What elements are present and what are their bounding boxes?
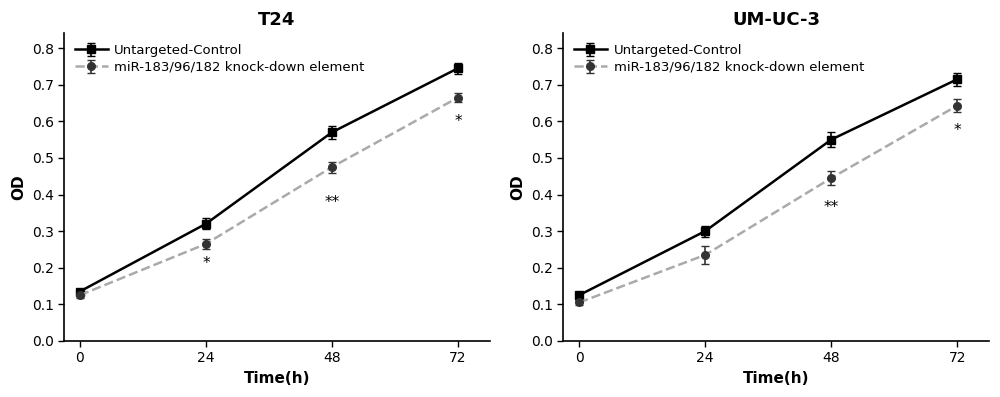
X-axis label: Time(h): Time(h) [244,371,310,386]
X-axis label: Time(h): Time(h) [743,371,809,386]
Y-axis label: OD: OD [510,174,525,200]
Text: **: ** [824,200,839,215]
Text: *: * [454,114,462,129]
Text: **: ** [324,195,340,210]
Text: *: * [954,123,961,138]
Title: UM-UC-3: UM-UC-3 [732,11,820,29]
Legend: Untargeted-Control, miR-183/96/182 knock-down element: Untargeted-Control, miR-183/96/182 knock… [570,40,868,78]
Text: *: * [202,256,210,271]
Y-axis label: OD: OD [11,174,26,200]
Title: T24: T24 [258,11,296,29]
Legend: Untargeted-Control, miR-183/96/182 knock-down element: Untargeted-Control, miR-183/96/182 knock… [71,40,369,78]
